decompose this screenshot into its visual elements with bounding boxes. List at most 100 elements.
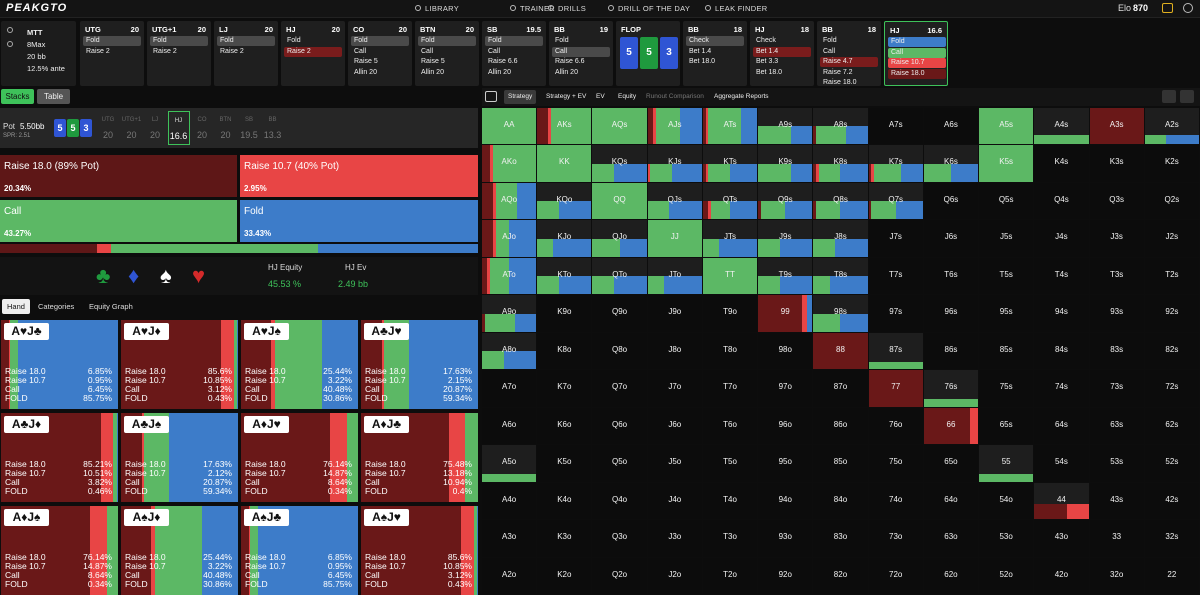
card-action[interactable]: Fold	[287, 37, 301, 44]
range-cell[interactable]: 32o	[1089, 557, 1144, 594]
range-cell[interactable]: Q5o	[592, 445, 647, 482]
left-tab[interactable]: Stacks	[1, 89, 34, 104]
range-cell[interactable]: T9o	[702, 295, 758, 332]
action-card[interactable]: CO 20 Fold Call Raise 5 Allin 20	[348, 21, 412, 86]
nav-link[interactable]: TRAINER	[520, 4, 556, 13]
card-action[interactable]: Fold	[83, 36, 141, 46]
card-action[interactable]: Bet 1.4	[689, 47, 712, 55]
range-cell[interactable]: T7s	[868, 257, 923, 295]
range-cell[interactable]: AKs	[537, 108, 592, 145]
right-tab[interactable]: Equity	[618, 93, 637, 100]
card-action[interactable]: Raise 18.0	[823, 79, 857, 86]
range-cell[interactable]: 98o	[758, 332, 813, 370]
range-cell[interactable]: T5o	[702, 445, 758, 482]
range-cell[interactable]: 87o	[813, 370, 868, 407]
combo-card[interactable]: A♥J♣ Raise 18.0 6.85% Raise 10.7 0.95% Call 6.…	[1, 320, 118, 409]
range-cell[interactable]: 52o	[979, 557, 1034, 594]
card-action[interactable]: Allin 20	[421, 68, 444, 76]
range-cell[interactable]: Q8o	[592, 332, 647, 370]
range-cell[interactable]: A3s	[1089, 108, 1144, 145]
card-action[interactable]: Fold	[888, 37, 946, 47]
range-cell[interactable]: Q4o	[592, 482, 647, 520]
range-cell[interactable]: 74s	[1034, 370, 1089, 407]
strategy-box[interactable]: Call 43.27%	[0, 200, 237, 242]
range-cell[interactable]: K6o	[537, 407, 592, 445]
range-cell[interactable]: J4s	[1034, 220, 1089, 257]
range-cell[interactable]: 66	[923, 407, 979, 445]
card-action[interactable]: Allin 20	[488, 68, 511, 76]
range-cell[interactable]: 84o	[813, 482, 868, 520]
range-cell[interactable]: K8o	[537, 332, 592, 370]
range-cell[interactable]: K6s	[923, 145, 979, 182]
range-cell[interactable]: J3o	[647, 520, 702, 557]
card-action[interactable]: Raise 2	[153, 47, 177, 55]
range-cell[interactable]: 63o	[923, 520, 979, 557]
suit-icon[interactable]: ♥	[192, 263, 206, 288]
range-cell[interactable]: 73o	[868, 520, 923, 557]
range-cell[interactable]: A5s	[979, 108, 1034, 145]
card-action[interactable]: Call	[552, 46, 610, 57]
suit-icon[interactable]: ♦	[128, 263, 140, 288]
range-cell[interactable]: J4o	[647, 482, 702, 520]
range-cell[interactable]: JTs	[702, 220, 758, 257]
range-cell[interactable]: A8s	[813, 108, 868, 145]
range-cell[interactable]: K4s	[1034, 145, 1089, 182]
range-cell[interactable]: 72o	[868, 557, 923, 594]
range-cell[interactable]: J9o	[647, 295, 702, 332]
range-cell[interactable]: 94o	[758, 482, 813, 520]
range-cell[interactable]: J9s	[758, 220, 813, 257]
right-tab[interactable]: Runout Comparison	[646, 93, 704, 100]
card-action[interactable]: Call	[488, 47, 501, 55]
range-cell[interactable]: ATs	[702, 108, 758, 145]
range-cell[interactable]: 76s	[923, 370, 979, 407]
range-cell[interactable]: J7o	[647, 370, 702, 407]
range-cell[interactable]: A4o	[482, 482, 537, 520]
range-cell[interactable]: 77	[868, 370, 923, 407]
range-cell[interactable]: 44	[1034, 482, 1089, 520]
hand-tab[interactable]: Equity Graph	[89, 302, 133, 311]
range-cell[interactable]: 75o	[868, 445, 923, 482]
range-cell[interactable]: A7s	[868, 108, 923, 145]
right-tab[interactable]: Aggregate Reports	[714, 93, 769, 100]
nav-link[interactable]: LEAK FINDER	[715, 4, 768, 13]
settings-icon[interactable]	[1180, 90, 1194, 103]
suit-icon[interactable]: ♠	[160, 263, 172, 288]
range-cell[interactable]: 54o	[979, 482, 1034, 520]
range-cell[interactable]: K2o	[537, 557, 592, 594]
range-cell[interactable]: 88	[813, 332, 868, 370]
range-cell[interactable]: 94s	[1034, 295, 1089, 332]
seat[interactable]: SB 19.5	[238, 111, 260, 145]
card-action[interactable]: Fold	[555, 37, 569, 44]
range-cell[interactable]: T5s	[979, 257, 1034, 295]
hand-tab[interactable]: Hand	[2, 299, 30, 314]
range-cell[interactable]: J8o	[647, 332, 702, 370]
range-cell[interactable]: A2s	[1144, 108, 1199, 145]
range-cell[interactable]: KJs	[647, 145, 702, 182]
card-action[interactable]: Check	[686, 36, 744, 46]
range-cell[interactable]: 96o	[758, 407, 813, 445]
strategy-box[interactable]: Raise 10.7 (40% Pot) 2.95%	[240, 155, 478, 197]
range-cell[interactable]: A3o	[482, 520, 537, 557]
seat[interactable]: CO 20	[191, 111, 213, 145]
range-cell[interactable]: AKo	[482, 145, 537, 182]
combo-card[interactable]: A♦J♥ Raise 18.0 76.14% Raise 10.7 14.87% Call…	[241, 413, 358, 502]
range-cell[interactable]: 42o	[1034, 557, 1089, 594]
range-cell[interactable]: K8s	[813, 145, 868, 182]
range-cell[interactable]: 93s	[1089, 295, 1144, 332]
range-cell[interactable]: 62o	[923, 557, 979, 594]
range-cell[interactable]: T6o	[702, 407, 758, 445]
range-cell[interactable]: 98s	[813, 295, 868, 332]
right-tab[interactable]: EV	[596, 93, 605, 100]
range-cell[interactable]: A6s	[923, 108, 979, 145]
range-cell[interactable]: J5o	[647, 445, 702, 482]
card-action[interactable]: Raise 2	[284, 46, 342, 57]
combo-card[interactable]: A♥J♦ Raise 18.0 85.6% Raise 10.7 10.85% Call 3…	[121, 320, 238, 409]
nav-link[interactable]: LIBRARY	[425, 4, 460, 13]
card-action[interactable]: Bet 18.0	[756, 68, 783, 76]
range-cell[interactable]: 86s	[923, 332, 979, 370]
range-cell[interactable]: J5s	[979, 220, 1034, 257]
range-cell[interactable]: 43s	[1089, 482, 1144, 520]
range-cell[interactable]: 53s	[1089, 445, 1144, 482]
action-card[interactable]: SB 19.5 Fold Call Raise 6.6 Allin 20	[482, 21, 546, 86]
range-cell[interactable]: Q5s	[979, 182, 1034, 220]
